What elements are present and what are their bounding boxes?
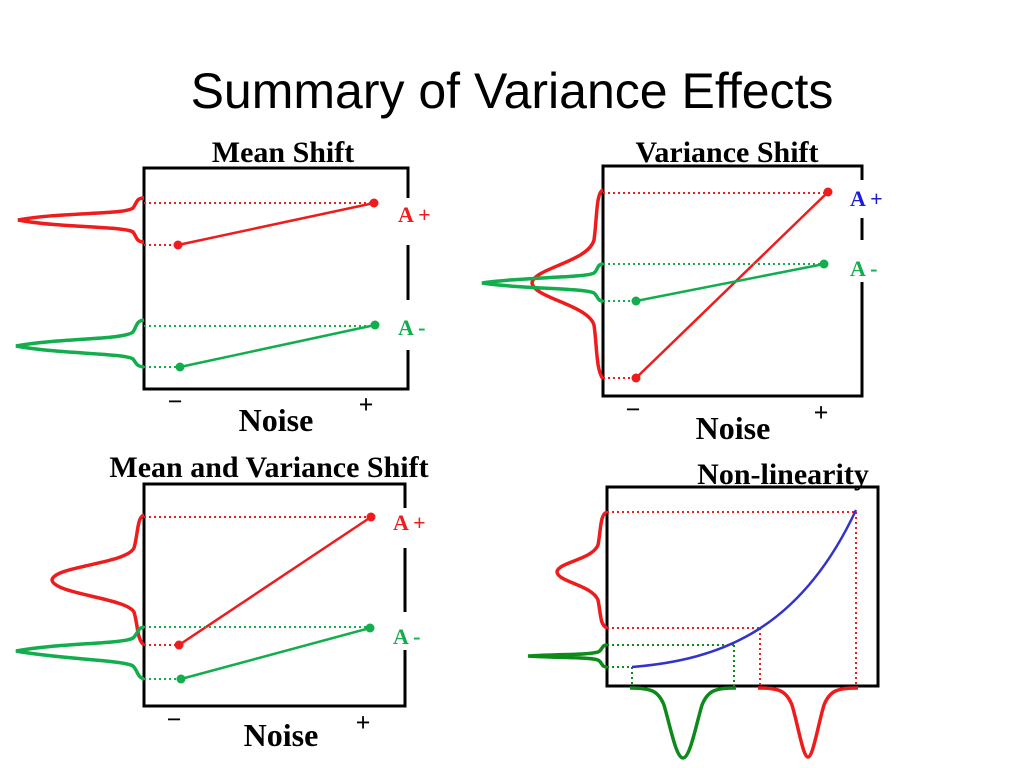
input-distribution-curve-green <box>629 686 737 760</box>
x-axis-label: Noise <box>239 402 314 438</box>
point-a-plus-low <box>174 640 184 650</box>
distribution-curve-a-plus <box>17 196 145 244</box>
output-distribution-curve-green <box>527 643 608 669</box>
point-a-minus-high <box>819 259 829 269</box>
point-a-minus-low <box>175 362 185 372</box>
response-line-a-plus <box>635 191 829 379</box>
distribution-curve-a-minus <box>15 625 145 681</box>
x-tick-minus: − <box>626 395 641 424</box>
plot-frame-variance-shift <box>601 164 864 398</box>
panel-non-linearity: Non-linearity <box>527 458 880 760</box>
distribution-curve-a-plus <box>50 513 146 647</box>
panel-title-mean-and-variance-shift: Mean and Variance Shift <box>109 451 428 484</box>
plot-frame-non-linearity <box>605 485 880 688</box>
point-a-plus-high <box>366 512 376 522</box>
point-a-plus-low <box>631 373 641 383</box>
point-a-minus-low <box>176 674 186 684</box>
point-a-plus-high <box>823 187 833 197</box>
slide-title: Summary of Variance Effects <box>190 63 834 119</box>
series-label-a-plus: A + <box>398 202 431 227</box>
response-line-a-plus <box>177 201 375 247</box>
point-a-plus-high <box>369 198 379 208</box>
plot-frame-mean-shift <box>142 166 410 391</box>
series-label-a-minus: A - <box>393 624 421 649</box>
nonlinear-response-curve <box>631 509 858 669</box>
point-a-minus-high <box>370 320 380 330</box>
x-tick-minus: − <box>167 705 182 734</box>
plot-frame-mean-and-variance-shift <box>142 482 407 708</box>
panel-mean-and-variance-shift: Mean and Variance Shift A + A - − + Nois… <box>15 451 429 753</box>
series-label-a-plus: A + <box>393 510 426 535</box>
input-distribution-curve-red <box>757 686 859 759</box>
output-distribution-curve-red <box>555 510 608 630</box>
distribution-curve-a-minus <box>481 262 604 303</box>
distribution-curve-a-minus <box>15 318 145 369</box>
series-label-a-minus: A - <box>398 315 426 340</box>
series-label-a-plus: A + <box>850 186 883 211</box>
panel-title-variance-shift: Variance Shift <box>635 136 818 169</box>
x-tick-plus: + <box>356 708 371 737</box>
x-tick-plus: + <box>359 390 374 419</box>
x-tick-plus: + <box>814 398 829 427</box>
series-label-a-minus: A - <box>850 256 878 281</box>
panel-title-mean-shift: Mean Shift <box>212 136 355 169</box>
point-a-minus-low <box>631 296 641 306</box>
response-line-a-minus <box>635 262 825 303</box>
x-axis-label: Noise <box>696 410 771 446</box>
response-line-a-plus <box>178 515 372 647</box>
panel-variance-shift: Variance Shift A + A - − + Noise <box>481 136 883 446</box>
point-a-minus-high <box>365 623 375 633</box>
x-tick-minus: − <box>168 387 183 416</box>
point-a-plus-low <box>173 240 183 250</box>
response-line-a-minus <box>179 323 376 369</box>
response-line-a-minus <box>180 626 371 681</box>
x-axis-label: Noise <box>244 717 319 753</box>
distribution-curve-a-plus <box>530 188 605 381</box>
panel-mean-shift: Mean Shift A + A - − + Noise <box>15 136 431 438</box>
